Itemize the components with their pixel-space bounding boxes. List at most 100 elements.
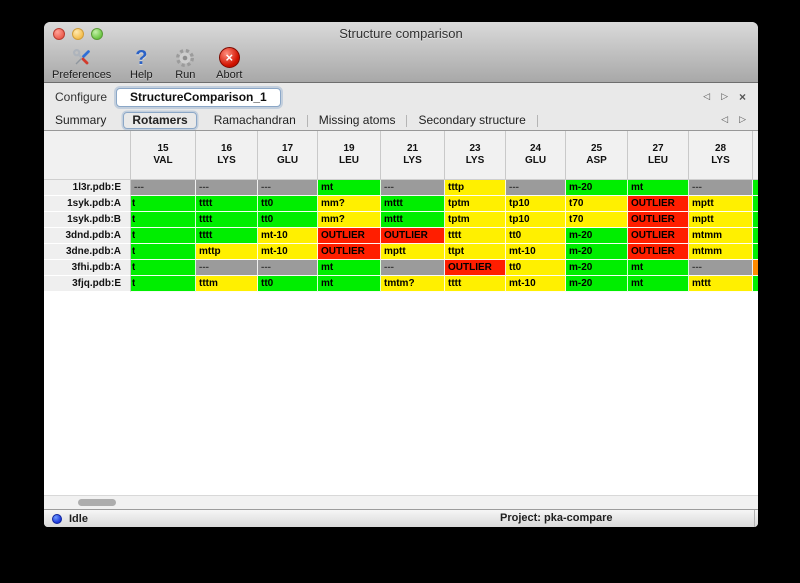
rotamer-cell[interactable]: mt xyxy=(628,180,689,196)
help-button[interactable]: ? Help xyxy=(127,46,155,82)
column-header: 16 LYS xyxy=(196,131,258,180)
close-configure-icon[interactable]: × xyxy=(738,90,746,104)
rotamer-cell[interactable]: tttt xyxy=(445,228,506,244)
close-button[interactable] xyxy=(53,28,65,40)
rotamer-cell[interactable]: OUTLIER xyxy=(318,228,381,244)
rotamer-cell[interactable]: tttm xyxy=(196,276,258,292)
rotamer-cell[interactable]: mttp xyxy=(196,244,258,260)
zoom-button[interactable] xyxy=(91,28,103,40)
tab-ramachandran[interactable]: Ramachandran xyxy=(213,113,296,127)
horizontal-scrollbar[interactable] xyxy=(44,495,758,509)
row-label[interactable]: 3dne.pdb:A xyxy=(44,244,131,260)
rotamer-cell[interactable]: OUTLIER xyxy=(628,212,689,228)
rotamer-cell[interactable]: tt0 xyxy=(258,196,318,212)
rotamer-cell[interactable]: --- xyxy=(381,260,445,276)
rotamer-cell[interactable]: tttt xyxy=(196,212,258,228)
rotamer-cell[interactable]: OUTLIER xyxy=(628,228,689,244)
rotamer-cell[interactable]: t70 xyxy=(566,212,628,228)
rotamer-cell[interactable]: t xyxy=(131,276,196,292)
rotamer-cell[interactable]: mptt xyxy=(689,196,753,212)
rotamer-cell[interactable]: tptm xyxy=(445,212,506,228)
scrollbar-thumb[interactable] xyxy=(78,499,116,506)
rotamer-cell[interactable]: ttpt xyxy=(445,244,506,260)
rotamer-cell[interactable]: t xyxy=(131,196,196,212)
configure-selector-button[interactable]: StructureComparison_1 xyxy=(116,87,281,107)
rotamer-cell[interactable]: mttt xyxy=(381,196,445,212)
rotamer-cell[interactable]: m-20 xyxy=(566,228,628,244)
rotamer-cell[interactable]: mt-10 xyxy=(258,244,318,260)
minimize-button[interactable] xyxy=(72,28,84,40)
rotamer-cell[interactable]: mptt xyxy=(381,244,445,260)
rotamer-cell[interactable]: tp10 xyxy=(506,196,566,212)
rotamer-cell[interactable]: m-20 xyxy=(566,260,628,276)
row-label[interactable]: 3fhi.pdb:A xyxy=(44,260,131,276)
rotamer-cell[interactable]: --- xyxy=(258,180,318,196)
tab-secondary-structure[interactable]: Secondary structure xyxy=(418,113,526,127)
rotamer-cell[interactable]: m-20 xyxy=(566,244,628,260)
rotamer-cell[interactable]: t xyxy=(131,244,196,260)
rotamer-cell[interactable]: OUTLIER xyxy=(318,244,381,260)
rotamer-cell[interactable]: mm? xyxy=(318,212,381,228)
run-button[interactable]: Run xyxy=(171,46,199,81)
rotamer-cell[interactable]: tttt xyxy=(445,276,506,292)
rotamer-cell[interactable]: --- xyxy=(689,180,753,196)
rotamer-cell[interactable]: --- xyxy=(258,260,318,276)
rotamer-cell[interactable]: tp10 xyxy=(506,212,566,228)
rotamer-cell[interactable]: --- xyxy=(131,180,196,196)
tab-summary[interactable]: Summary xyxy=(55,113,107,127)
next-tab-icon[interactable]: ▷ xyxy=(739,115,746,125)
rotamer-cell[interactable]: tttp xyxy=(445,180,506,196)
rotamer-cell[interactable]: mttt xyxy=(689,276,753,292)
abort-button[interactable]: × Abort xyxy=(215,46,243,81)
rotamer-cell[interactable]: mt-10 xyxy=(506,244,566,260)
rotamer-cell[interactable]: mt xyxy=(628,260,689,276)
tab-missing-atoms[interactable]: Missing atoms xyxy=(318,113,396,127)
prev-configure-icon[interactable]: ◁ xyxy=(703,91,711,102)
titlebar[interactable]: Structure comparison xyxy=(44,22,758,44)
rotamer-cell[interactable]: --- xyxy=(506,180,566,196)
rotamer-cell[interactable]: t xyxy=(131,228,196,244)
row-label[interactable]: 1syk.pdb:B xyxy=(44,212,131,228)
rotamer-cell[interactable]: t xyxy=(131,212,196,228)
rotamer-cell[interactable]: tttt xyxy=(196,228,258,244)
rotamer-cell[interactable]: OUTLIER xyxy=(628,244,689,260)
rotamer-cell[interactable]: tt0 xyxy=(506,260,566,276)
rotamer-cell[interactable]: tt0 xyxy=(506,228,566,244)
preferences-button[interactable]: Preferences xyxy=(52,46,111,81)
rotamer-cell[interactable]: t xyxy=(131,260,196,276)
next-configure-icon[interactable]: ▷ xyxy=(721,91,728,102)
rotamer-cell[interactable]: tttt xyxy=(196,196,258,212)
rotamer-cell[interactable]: t70 xyxy=(566,196,628,212)
rotamer-cell[interactable]: mptt xyxy=(689,212,753,228)
rotamer-cell[interactable]: tmtm? xyxy=(381,276,445,292)
edge-cell xyxy=(753,260,758,276)
rotamer-cell[interactable]: --- xyxy=(196,180,258,196)
row-label[interactable]: 1syk.pdb:A xyxy=(44,196,131,212)
rotamer-cell[interactable]: tptm xyxy=(445,196,506,212)
rotamer-cell[interactable]: mt xyxy=(318,260,381,276)
rotamer-cell[interactable]: mt xyxy=(318,180,381,196)
rotamer-cell[interactable]: m-20 xyxy=(566,180,628,196)
rotamer-cell[interactable]: tt0 xyxy=(258,212,318,228)
rotamer-cell[interactable]: OUTLIER xyxy=(381,228,445,244)
rotamer-cell[interactable]: mtmm xyxy=(689,228,753,244)
row-label[interactable]: 3dnd.pdb:A xyxy=(44,228,131,244)
rotamer-cell[interactable]: mt xyxy=(318,276,381,292)
row-label[interactable]: 3fjq.pdb:E xyxy=(44,276,131,292)
rotamer-cell[interactable]: --- xyxy=(196,260,258,276)
row-label[interactable]: 1l3r.pdb:E xyxy=(44,180,131,196)
tab-rotamers[interactable]: Rotamers xyxy=(123,112,197,129)
rotamer-cell[interactable]: mtmm xyxy=(689,244,753,260)
rotamer-cell[interactable]: --- xyxy=(689,260,753,276)
prev-tab-icon[interactable]: ◁ xyxy=(721,115,729,125)
rotamer-cell[interactable]: mttt xyxy=(381,212,445,228)
rotamer-cell[interactable]: mm? xyxy=(318,196,381,212)
rotamer-cell[interactable]: mt xyxy=(628,276,689,292)
rotamer-cell[interactable]: mt-10 xyxy=(506,276,566,292)
rotamer-cell[interactable]: --- xyxy=(381,180,445,196)
rotamer-cell[interactable]: mt-10 xyxy=(258,228,318,244)
rotamer-cell[interactable]: OUTLIER xyxy=(445,260,506,276)
rotamer-cell[interactable]: m-20 xyxy=(566,276,628,292)
rotamer-cell[interactable]: tt0 xyxy=(258,276,318,292)
rotamer-cell[interactable]: OUTLIER xyxy=(628,196,689,212)
